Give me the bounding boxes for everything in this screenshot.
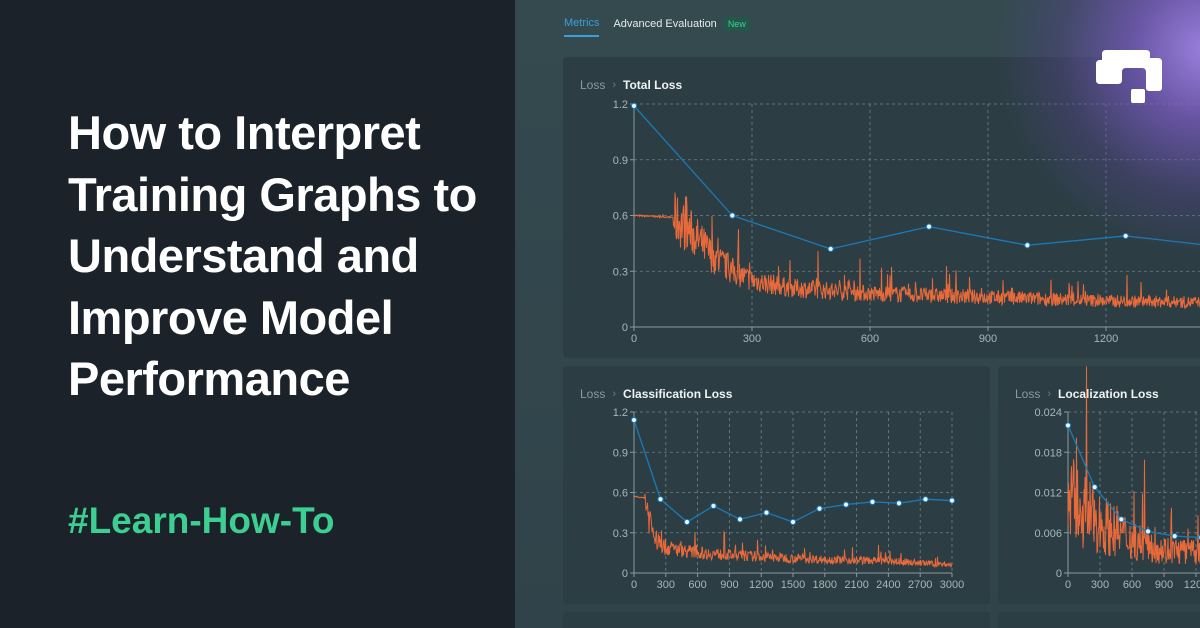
x-tick-label: 1800 [813, 579, 837, 591]
validation-point [657, 496, 664, 503]
validation-point [925, 223, 933, 230]
chart-title: Classification Loss [623, 387, 733, 401]
chart-title: Total Loss [623, 78, 683, 92]
y-tick-label: 0.3 [613, 528, 628, 540]
validation-loss-line [633, 419, 953, 523]
validation-point [763, 509, 770, 516]
validation-point [1171, 533, 1178, 540]
y-tick-label: 1.2 [613, 99, 628, 111]
x-tick-label: 2400 [876, 579, 900, 591]
card-placeholder [563, 612, 990, 628]
breadcrumb-parent[interactable]: Loss [580, 78, 606, 92]
chevron-right-icon: › [612, 388, 617, 400]
validation-point [789, 518, 797, 526]
breadcrumb: Loss › Localization Loss [1015, 387, 1159, 401]
validation-point [842, 501, 850, 508]
x-tick-label: 1200 [749, 579, 773, 591]
tab-advanced-evaluation[interactable]: Advanced Evaluation [613, 18, 717, 30]
validation-loss-line [633, 105, 1200, 250]
classification-loss-chart: 0 0.3 0.6 0.9 1.2 0 300 600 900 1200 1500 1800 2100 2… [613, 407, 965, 591]
validation-point [827, 245, 834, 253]
x-tick-label: 1200 [1184, 579, 1200, 591]
y-tick-label: 0.6 [613, 488, 628, 500]
validation-point [948, 497, 956, 504]
x-tick-label: 900 [720, 579, 738, 591]
validation-point [630, 102, 638, 109]
validation-point [1118, 516, 1125, 523]
x-tick-label: 900 [979, 333, 997, 345]
validation-point [683, 518, 691, 526]
y-tick-label: 0.3 [613, 266, 628, 278]
y-tick-label: 0.006 [1034, 528, 1062, 540]
x-tick-label: 900 [1155, 579, 1173, 591]
breadcrumb: Loss › Classification Loss [580, 387, 732, 401]
training-loss-line [1067, 366, 1200, 565]
hashtag: #Learn-How-To [68, 500, 335, 541]
x-tick-label: 1200 [1094, 333, 1118, 345]
x-tick-label: 300 [657, 579, 675, 591]
y-tick-label: 0.9 [613, 155, 628, 167]
validation-point [869, 498, 876, 505]
y-tick-label: 0 [1056, 568, 1062, 580]
validation-point [1144, 528, 1152, 535]
headline: How to Interpret Training Graphs to Unde… [68, 106, 477, 405]
new-badge: New [722, 17, 751, 31]
tab-metrics[interactable]: Metrics [564, 17, 600, 37]
validation-point [736, 516, 744, 523]
x-tick-label: 300 [743, 333, 761, 345]
x-tick-label: 1500 [781, 579, 805, 591]
breadcrumb-parent[interactable]: Loss [1015, 387, 1041, 401]
tab-bar: Metrics Advanced Evaluation New [564, 17, 751, 37]
validation-point [1064, 422, 1072, 429]
x-tick-label: 600 [688, 579, 706, 591]
validation-point [922, 496, 929, 503]
x-tick-label: 3000 [940, 579, 964, 591]
y-tick-label: 0.9 [613, 447, 628, 459]
y-tick-label: 0.6 [613, 211, 628, 223]
localization-loss-card: Loss › Localization Loss 0 0.006 0.012 0.018 0… [998, 366, 1200, 604]
x-tick-label: 2700 [908, 579, 932, 591]
question-mark-pixel-logo-icon [1096, 50, 1162, 103]
left-panel: How to Interpret Training Graphs to Unde… [0, 0, 515, 628]
x-tick-label: 300 [1091, 579, 1109, 591]
chevron-right-icon: › [612, 79, 617, 91]
y-tick-label: 0.018 [1034, 447, 1062, 459]
x-tick-label: 0 [631, 333, 637, 345]
chevron-right-icon: › [1047, 388, 1052, 400]
training-loss-line [633, 493, 953, 568]
training-dashboard: Metrics Advanced Evaluation New Loss › Tot… [515, 0, 1200, 628]
validation-point [895, 500, 903, 507]
validation-point [1024, 242, 1031, 249]
chart-title: Localization Loss [1058, 387, 1159, 401]
breadcrumb-parent[interactable]: Loss [580, 387, 606, 401]
classification-loss-card: Loss › Classification Loss 0 0.3 0.6 0.9 1.2 0 3… [563, 366, 990, 604]
card-placeholder [998, 612, 1200, 628]
validation-point [816, 505, 823, 512]
validation-point [630, 416, 638, 424]
validation-point [1122, 232, 1129, 240]
y-tick-label: 0.024 [1034, 407, 1062, 419]
breadcrumb: Loss › Total Loss [580, 78, 682, 92]
x-tick-label: 600 [1123, 579, 1141, 591]
validation-point [710, 502, 717, 510]
validation-point [729, 212, 736, 219]
x-tick-label: 600 [861, 333, 879, 345]
y-tick-label: 0 [622, 568, 628, 580]
y-tick-label: 0 [622, 322, 628, 334]
x-tick-label: 0 [631, 579, 637, 591]
y-tick-label: 1.2 [613, 407, 628, 419]
x-tick-label: 0 [1065, 579, 1071, 591]
training-loss-line [633, 192, 1200, 310]
validation-point [1091, 484, 1098, 491]
x-tick-label: 2100 [844, 579, 868, 591]
y-tick-label: 0.012 [1034, 488, 1062, 500]
